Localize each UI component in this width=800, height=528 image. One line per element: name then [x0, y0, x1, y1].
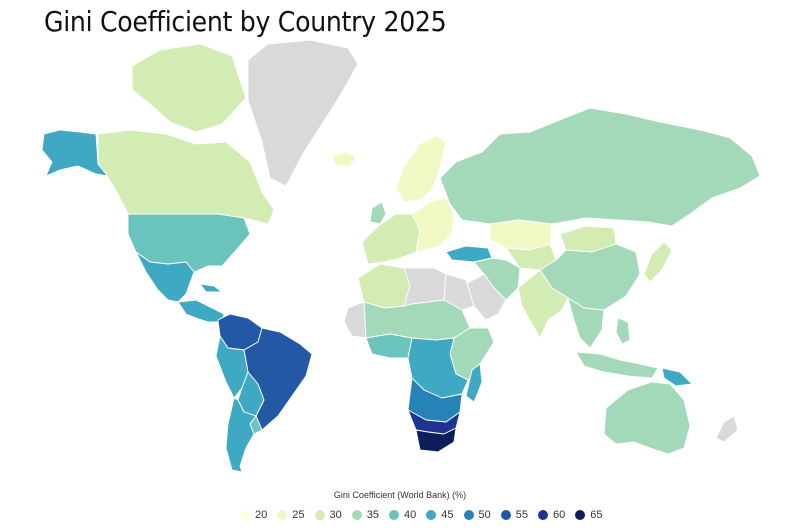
- legend-item-25[interactable]: 25: [277, 509, 305, 521]
- region-saudi-arabia[interactable]: [465, 273, 507, 321]
- legend-item-65[interactable]: 65: [575, 509, 603, 521]
- region-southeast-asia[interactable]: [567, 297, 605, 349]
- region-north-africa[interactable]: [357, 263, 411, 309]
- region-egypt[interactable]: [443, 273, 475, 311]
- region-kazakhstan[interactable]: [489, 219, 553, 251]
- legend-label: 30: [329, 509, 342, 521]
- region-new-zealand[interactable]: [715, 415, 739, 443]
- legend-swatch: [277, 510, 288, 520]
- region-indonesia[interactable]: [575, 351, 659, 379]
- legend-item-30[interactable]: 30: [314, 509, 342, 521]
- region-india[interactable]: [517, 269, 569, 339]
- region-arctic-islands[interactable]: [131, 43, 247, 133]
- region-canada[interactable]: [97, 129, 275, 225]
- region-alaska[interactable]: [41, 129, 109, 177]
- legend-label: 25: [292, 509, 305, 521]
- region-philippines[interactable]: [615, 317, 631, 345]
- legend-swatch: [314, 510, 325, 520]
- region-eastern-europe[interactable]: [411, 197, 455, 253]
- region-west-africa[interactable]: [365, 333, 413, 359]
- region-mexico[interactable]: [135, 251, 195, 303]
- region-central-america[interactable]: [177, 299, 225, 323]
- legend-label: 40: [404, 509, 417, 521]
- legend-swatch: [351, 510, 362, 520]
- legend-label: 50: [478, 509, 491, 521]
- legend-swatch: [538, 510, 548, 520]
- legend-item-50[interactable]: 50: [463, 509, 491, 521]
- legend-item-35[interactable]: 35: [351, 509, 379, 521]
- legend-swatch: [426, 510, 437, 520]
- legend-swatch: [575, 510, 586, 520]
- region-caribbean[interactable]: [199, 283, 223, 293]
- legend: 20 25 30 35 40 45 50 55 60 65: [240, 507, 613, 523]
- legend-label: 20: [255, 509, 268, 521]
- region-chile-argentina[interactable]: [225, 397, 257, 473]
- region-west-africa-nd[interactable]: [343, 301, 367, 339]
- region-uk[interactable]: [369, 201, 387, 225]
- region-greenland[interactable]: [247, 39, 359, 187]
- region-papua-new-guinea[interactable]: [661, 367, 693, 387]
- legend-label: 65: [590, 509, 603, 521]
- region-scandinavia[interactable]: [395, 135, 447, 203]
- legend-item-45[interactable]: 45: [426, 509, 454, 521]
- region-madagascar[interactable]: [465, 363, 483, 403]
- legend-item-20[interactable]: 20: [240, 509, 267, 521]
- legend-swatch: [389, 510, 399, 520]
- legend-title: Gini Coefficient (World Bank) (%): [333, 490, 467, 500]
- region-south-africa[interactable]: [415, 427, 457, 453]
- legend-item-55[interactable]: 55: [500, 509, 528, 521]
- region-australia[interactable]: [603, 381, 691, 455]
- legend-item-40[interactable]: 40: [389, 509, 416, 521]
- chart-title: Gini Coefficient by Country 2025: [44, 5, 447, 38]
- legend-item-60[interactable]: 60: [538, 509, 565, 521]
- legend-swatch: [463, 510, 474, 520]
- legend-swatch: [240, 510, 250, 520]
- legend-label: 35: [366, 509, 379, 521]
- legend-label: 60: [553, 509, 566, 521]
- legend-swatch: [500, 510, 511, 520]
- world-choropleth-map: [41, 39, 761, 473]
- region-japan[interactable]: [643, 241, 673, 283]
- region-iceland[interactable]: [331, 151, 357, 167]
- legend-label: 55: [515, 509, 528, 521]
- region-russia[interactable]: [439, 107, 761, 227]
- legend-label: 45: [441, 509, 454, 521]
